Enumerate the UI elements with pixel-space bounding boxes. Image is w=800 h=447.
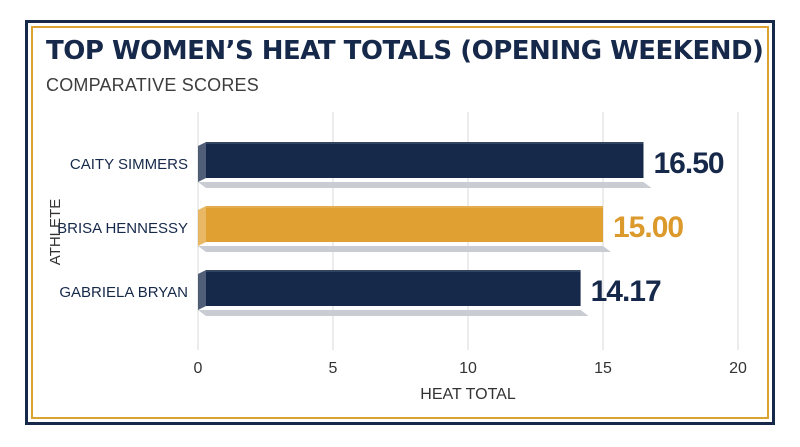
x-tick-label: 0 (194, 360, 203, 377)
bar (206, 206, 603, 242)
x-tick-label: 10 (459, 360, 477, 377)
inner-frame (31, 26, 769, 419)
chart-subtitle: COMPARATIVE SCORES (46, 75, 259, 95)
y-axis-label: ATHLETE (47, 199, 64, 265)
value-label: 16.50 (654, 147, 724, 180)
category-label: BRISA HENNESSY (57, 220, 188, 237)
bar-bevel (198, 206, 206, 246)
x-tick-label: 20 (729, 360, 747, 377)
value-label: 14.17 (591, 275, 661, 308)
bar-shadow (198, 182, 652, 188)
bar (206, 270, 581, 306)
bar-shadow (198, 246, 611, 252)
bar-shadow (198, 310, 589, 316)
value-label: 15.00 (613, 211, 683, 244)
bar-bevel (198, 142, 206, 182)
bars: CAITY SIMMERS 16.50 BRISA HENNESSY 15.00 GAB… (57, 142, 725, 316)
bar-bevel (198, 270, 206, 310)
chart-title: TOP WOMEN’S HEAT TOTALS (OPENING WEEKEND… (46, 36, 764, 66)
x-axis-label: HEAT TOTAL (420, 386, 516, 403)
bar (206, 142, 644, 178)
category-label: GABRIELA BRYAN (59, 284, 188, 301)
x-tick-label: 5 (329, 360, 338, 377)
category-label: CAITY SIMMERS (70, 156, 188, 173)
x-tick-label: 15 (594, 360, 612, 377)
outer-frame (25, 20, 775, 425)
